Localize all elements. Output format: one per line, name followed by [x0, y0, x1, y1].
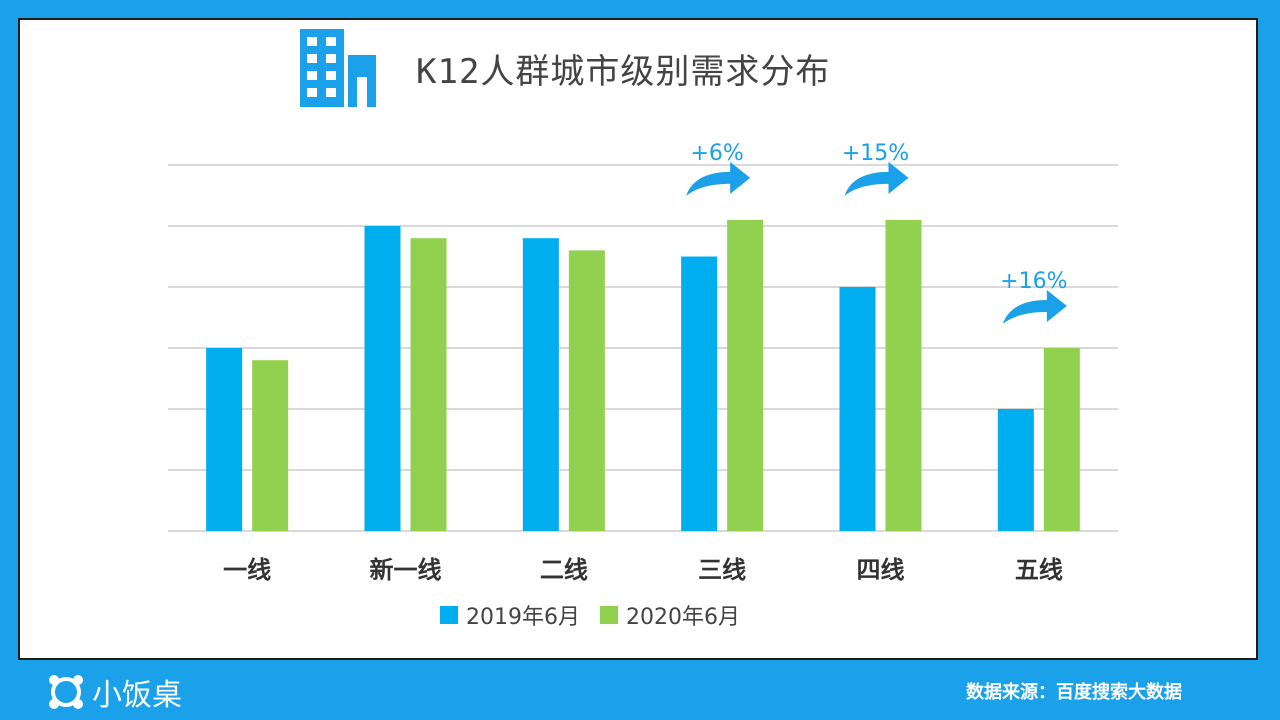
building-icon: [300, 29, 376, 107]
legend-swatch-2019: [440, 606, 458, 624]
growth-label-0: +6%: [690, 141, 743, 166]
category-label-2: 二线: [540, 556, 588, 584]
bar-2020-5: [1043, 348, 1080, 531]
bar-2019-2: [522, 238, 559, 531]
bar-2020-3: [727, 219, 764, 531]
category-label-5: 五线: [1015, 556, 1063, 584]
legend-item-2020: 2020年6月: [600, 599, 740, 631]
growth-annotation-0: +6%: [686, 141, 751, 196]
page-title: K12人群城市级别需求分布: [416, 51, 831, 92]
bar-2019-1: [364, 226, 401, 531]
legend-label-2019: 2019年6月: [466, 605, 580, 630]
category-label-0: 一线: [223, 556, 271, 584]
growth-label-2: +16%: [1000, 269, 1067, 294]
title-bar: K12人群城市级别需求分布: [300, 28, 830, 108]
brand-name: 小饭桌: [92, 678, 182, 713]
category-label-1: 新一线: [370, 556, 442, 584]
bar-2020-4: [885, 219, 922, 531]
legend-item-2019: 2019年6月: [440, 599, 580, 631]
bar-2020-1: [410, 238, 447, 531]
gridlines: [168, 164, 1118, 532]
data-source: 数据来源：百度搜索大数据: [966, 682, 1182, 703]
category-labels: 一线 新一线 二线 三线 四线 五线: [223, 556, 1063, 584]
growth-annotation-2: +16%: [1000, 269, 1068, 324]
growth-label-1: +15%: [842, 141, 909, 166]
chart-panel: [18, 18, 1258, 660]
growth-arrow-icon: [1002, 290, 1067, 324]
bar-2020-2: [568, 250, 605, 531]
growth-arrow-icon: [686, 161, 751, 196]
legend: 2019年6月 2020年6月: [440, 600, 740, 630]
growth-annotation-1: +15%: [842, 141, 909, 196]
legend-swatch-2020: [600, 606, 618, 624]
category-label-3: 三线: [698, 556, 746, 584]
bar-2019-5: [997, 409, 1034, 531]
bars: [206, 219, 1080, 531]
bar-2019-3: [681, 256, 718, 531]
annotations: +6% +15% +16%: [686, 141, 1068, 324]
bar-2019-0: [206, 348, 243, 531]
brand-logo: 小饭桌: [46, 668, 182, 716]
growth-arrow-icon: [844, 161, 909, 196]
legend-label-2020: 2020年6月: [626, 605, 740, 630]
category-label-4: 四线: [857, 556, 905, 584]
bar-2019-4: [839, 287, 876, 531]
bar-2020-0: [252, 360, 289, 531]
brand-mark-icon: [49, 675, 83, 709]
bar-chart: 一线 新一线 二线 三线 四线 五线 +6% +15% +16%: [168, 141, 1118, 584]
